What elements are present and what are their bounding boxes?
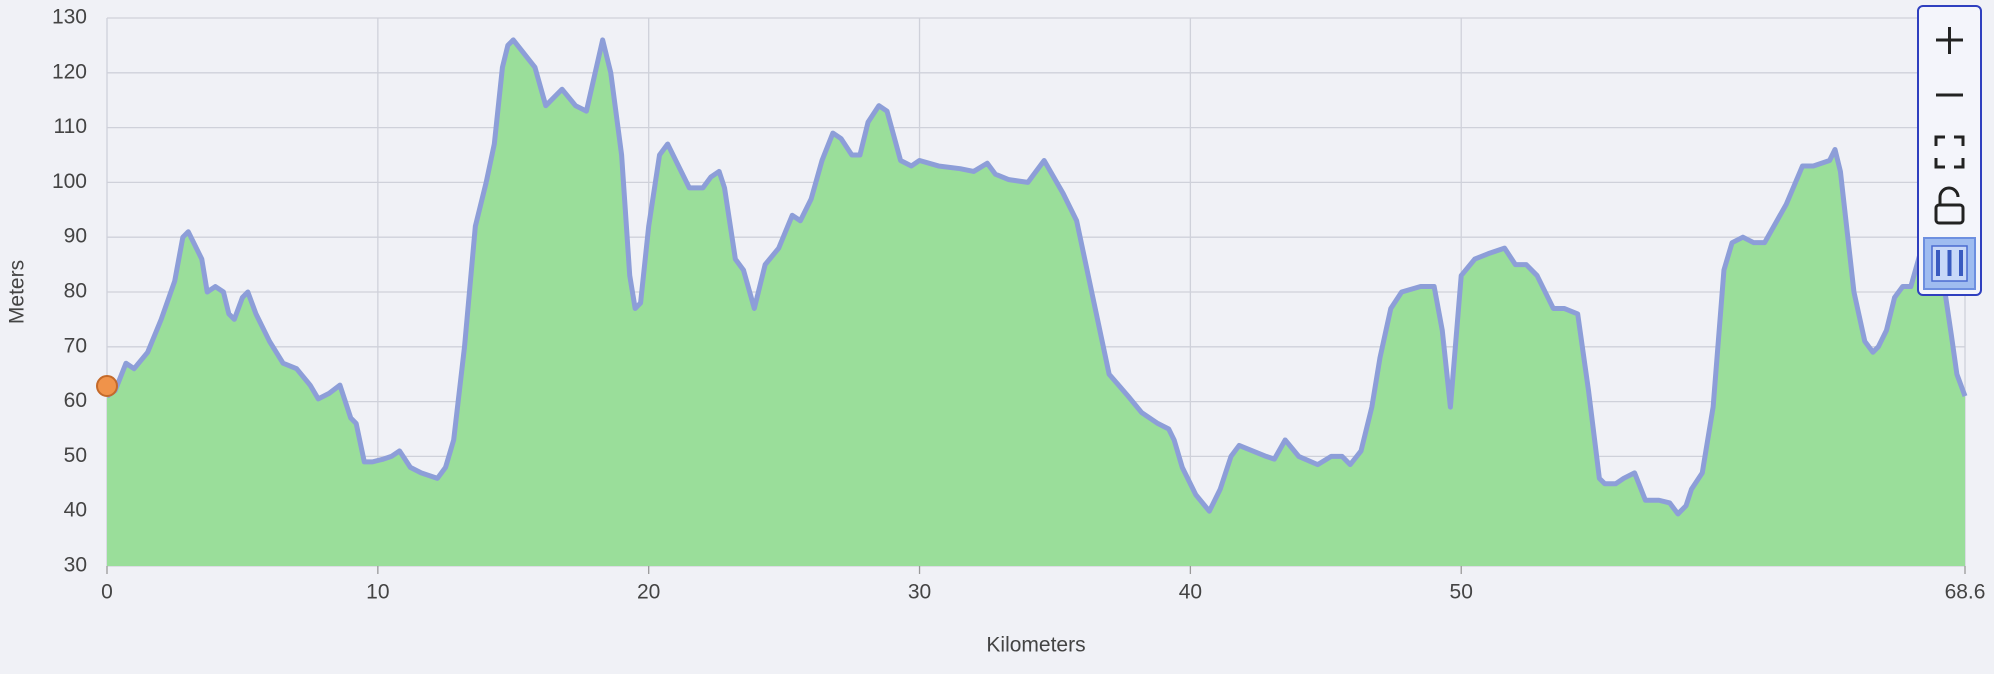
x-tick-label: 30 bbox=[908, 581, 931, 604]
y-tick-label: 130 bbox=[52, 6, 87, 29]
y-tick-label: 70 bbox=[64, 334, 87, 357]
toolbar bbox=[1917, 5, 1982, 296]
x-axis-title: Kilometers bbox=[986, 634, 1085, 657]
zoom-in-button[interactable] bbox=[1936, 27, 1963, 54]
x-tick-label: 68.6 bbox=[1945, 581, 1986, 604]
y-tick-label: 90 bbox=[64, 225, 87, 248]
y-tick-label: 30 bbox=[64, 554, 87, 577]
y-axis-title: Meters bbox=[6, 260, 29, 324]
x-tick-label: 50 bbox=[1450, 581, 1473, 604]
x-tick-label: 10 bbox=[366, 581, 389, 604]
y-tick-label: 100 bbox=[52, 170, 87, 193]
y-tick-label: 110 bbox=[54, 115, 87, 138]
toolbar-frame bbox=[1917, 5, 1982, 296]
y-tick-label: 50 bbox=[64, 444, 87, 467]
x-tick-label: 40 bbox=[1179, 581, 1202, 604]
y-tick-label: 120 bbox=[52, 60, 87, 83]
y-tick-label: 40 bbox=[64, 499, 87, 522]
y-tick-label: 60 bbox=[64, 389, 87, 412]
x-tick-label: 20 bbox=[637, 581, 660, 604]
lock-button[interactable] bbox=[1934, 186, 1965, 225]
layer-button[interactable] bbox=[1923, 237, 1976, 290]
y-tick-label: 80 bbox=[64, 280, 87, 303]
elevation-line bbox=[105, 37, 1968, 517]
start-marker bbox=[96, 375, 118, 397]
x-tick-label: 0 bbox=[101, 581, 113, 604]
fullscreen-button[interactable] bbox=[1934, 135, 1965, 169]
plot-area: 30 40 50 60 70 80 90 100 110 120 130 0 10 20 30 40 50 68.… bbox=[52, 6, 1985, 604]
elevation-area bbox=[107, 39, 1965, 567]
